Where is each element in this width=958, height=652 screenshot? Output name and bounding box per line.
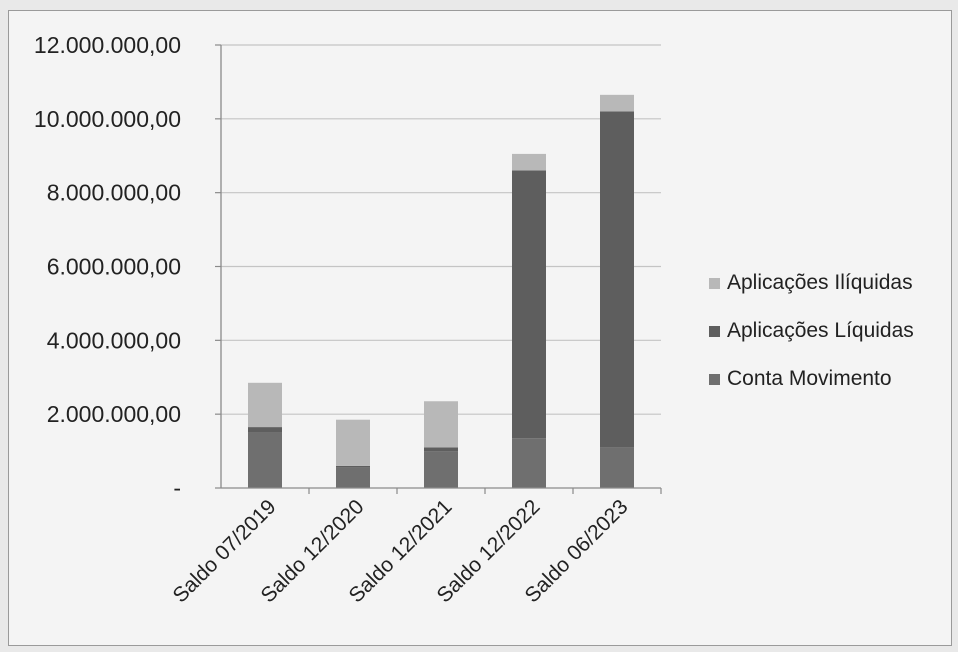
y-tick-label: 2.000.000,00 bbox=[47, 401, 181, 427]
bar-segment-aplicacoes-iliquidas bbox=[336, 419, 370, 466]
bar-segment-aplicacoes-liquidas bbox=[424, 447, 458, 452]
bars bbox=[248, 94, 634, 488]
bar-segment-conta-movimento bbox=[600, 447, 634, 488]
y-tick-label: 4.000.000,00 bbox=[47, 327, 181, 353]
bar-segment-aplicacoes-iliquidas bbox=[600, 94, 634, 112]
legend-swatch bbox=[709, 278, 720, 289]
bar-segment-aplicacoes-liquidas bbox=[336, 465, 370, 468]
gridlines bbox=[221, 44, 661, 415]
bar-segment-aplicacoes-iliquidas bbox=[424, 401, 458, 448]
y-tick-label: 12.000.000,00 bbox=[34, 32, 181, 58]
legend-swatch bbox=[709, 374, 720, 385]
bar-segment-aplicacoes-liquidas bbox=[248, 427, 282, 433]
y-tick-label: - bbox=[173, 475, 181, 501]
bar-segment-conta-movimento bbox=[248, 432, 282, 488]
y-tick-label: 8.000.000,00 bbox=[47, 180, 181, 206]
legend-label: Conta Movimento bbox=[727, 367, 892, 390]
bar-segment-aplicacoes-liquidas bbox=[512, 170, 546, 439]
legend-swatch bbox=[709, 326, 720, 337]
legend: Aplicações Ilíquidas Aplicações Líquidas C… bbox=[709, 271, 914, 390]
y-tick-label: 6.000.000,00 bbox=[47, 254, 181, 280]
legend-label: Aplicações Ilíquidas bbox=[727, 271, 913, 294]
legend-label: Aplicações Líquidas bbox=[727, 319, 914, 342]
bar-segment-conta-movimento bbox=[424, 451, 458, 488]
bar-segment-aplicacoes-iliquidas bbox=[512, 153, 546, 171]
chart-frame: - 2.000.000,00 4.000.000,00 6.000.000,00 8.0… bbox=[8, 10, 952, 646]
stacked-bar-chart: - 2.000.000,00 4.000.000,00 6.000.000,00 8.0… bbox=[34, 32, 914, 607]
bar-segment-conta-movimento bbox=[336, 467, 370, 488]
bar-segment-conta-movimento bbox=[512, 438, 546, 488]
y-tick-label: 10.000.000,00 bbox=[34, 106, 181, 132]
bar-segment-aplicacoes-liquidas bbox=[600, 111, 634, 448]
bar-segment-aplicacoes-iliquidas bbox=[248, 382, 282, 428]
